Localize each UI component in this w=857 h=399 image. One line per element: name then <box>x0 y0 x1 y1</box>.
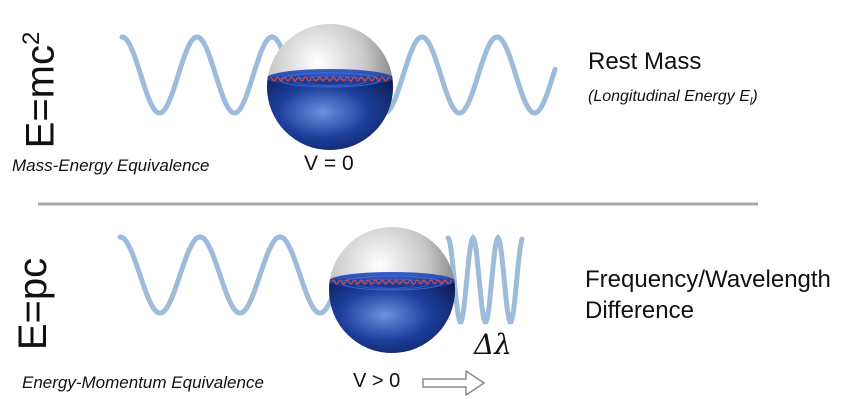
right-arrow-icon <box>422 370 485 396</box>
top-caption: Mass-Energy Equivalence <box>12 156 210 175</box>
bottom-title-line2: Difference <box>585 297 694 324</box>
bottom-velocity: V > 0 <box>353 370 401 392</box>
top-equation: E=mc2 <box>18 31 63 149</box>
bottom-title-line1: Frequency/Wavelength <box>585 266 831 293</box>
bottom-wave-long <box>117 234 353 316</box>
delta-lambda-label: Δλ <box>474 328 512 361</box>
particle-sphere-icon <box>329 227 455 353</box>
bottom-caption: Energy-Momentum Equivalence <box>22 373 264 392</box>
top-title: Rest Mass <box>588 48 702 75</box>
top-equation-exponent: 2 <box>18 31 45 45</box>
bottom-wave-compressed <box>445 233 525 325</box>
top-subtitle: (Longitudinal Energy El) <box>588 88 758 109</box>
bottom-equation: E=pc <box>11 257 55 351</box>
top-velocity: V = 0 <box>304 152 354 175</box>
